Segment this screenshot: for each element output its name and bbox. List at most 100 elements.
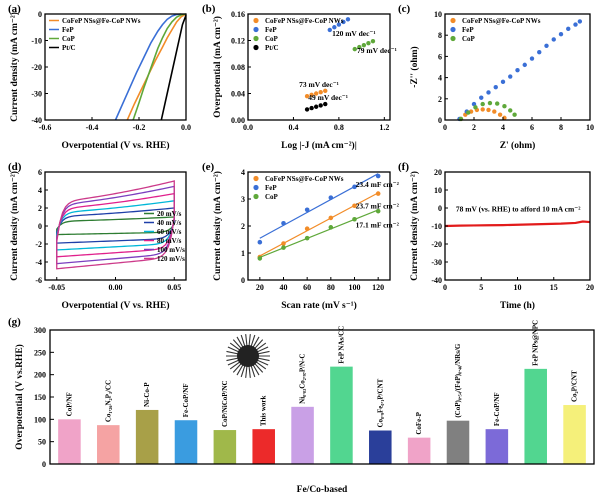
data-point bbox=[281, 241, 286, 246]
y-tick-label: 0 bbox=[438, 116, 442, 125]
legend-entry: CoFeP NSs@Fe-CoP NWs bbox=[265, 175, 344, 183]
data-point bbox=[473, 105, 478, 110]
data-point bbox=[304, 93, 310, 99]
legend-swatch bbox=[450, 26, 456, 33]
data-point bbox=[480, 107, 485, 112]
data-point bbox=[479, 95, 484, 100]
bar-label: FeP NAs/CC bbox=[337, 326, 345, 364]
data-point bbox=[352, 184, 357, 190]
panel-f: (f) Time (h) Current density (mA cm⁻²) 0 5 10… bbox=[398, 161, 594, 311]
x-axis-label: Fe/Co-based bbox=[297, 485, 348, 495]
x-tick-label: 60 bbox=[303, 283, 311, 292]
y-tick-label: 150 bbox=[34, 393, 46, 402]
data-point bbox=[257, 256, 263, 261]
x-tick-label: 0 bbox=[443, 123, 447, 132]
legend-entry: Pt/C bbox=[62, 44, 76, 52]
data-point bbox=[313, 104, 319, 109]
panel-label: (d) bbox=[8, 161, 22, 173]
y-tick-label: 1 bbox=[241, 249, 245, 258]
bar bbox=[252, 429, 275, 464]
panel-e: (e) Scan rate (mV s⁻¹) Current density (mA… bbox=[202, 161, 400, 311]
bar bbox=[407, 437, 431, 464]
data-point bbox=[304, 235, 310, 241]
data-point bbox=[486, 90, 491, 95]
x-tick-label: 120 bbox=[372, 283, 384, 292]
plot-frame bbox=[49, 329, 595, 465]
slope-annotation: 79 mV dec⁻¹ bbox=[357, 46, 397, 55]
legend-entry: 100 mV/s bbox=[157, 246, 185, 254]
fit-line bbox=[259, 173, 379, 239]
series-line bbox=[444, 220, 591, 228]
data-point bbox=[281, 221, 286, 226]
y-tick-label: 6 bbox=[438, 52, 442, 61]
x-tick-label: 10 bbox=[586, 123, 594, 132]
data-point bbox=[566, 26, 571, 32]
legend-swatch bbox=[450, 17, 456, 24]
y-axis-label: Current density (mA cm⁻²) bbox=[9, 171, 20, 281]
data-point bbox=[551, 37, 556, 42]
x-tick-label: -0.6 bbox=[39, 123, 52, 132]
panel-c: (c) Z' (ohm) -Z'' (ohm) 0 2 4 6 8 10 0 2 4 6 8 10 CoFeP… bbox=[398, 3, 594, 151]
bar-label: This work bbox=[260, 396, 268, 427]
bar bbox=[174, 420, 198, 464]
fit-line bbox=[259, 209, 379, 258]
data-point bbox=[341, 19, 346, 25]
data-point bbox=[352, 203, 357, 209]
y-axis-label: -Z'' (ohm) bbox=[409, 46, 420, 87]
legend-entry: CoFeP NSs@Fe-CoP NWs bbox=[462, 17, 541, 25]
legend-entry: 60 mV/s bbox=[157, 228, 182, 236]
bar-label: Co₁.₂₆N₂P₃/CC bbox=[104, 380, 112, 422]
bar-label: (CoP)₀.₅₄/(FeP)₀.₄₆/NRs/G bbox=[454, 343, 462, 418]
capacitance-annotation: 23.4 mF cm⁻² bbox=[356, 180, 400, 189]
data-point bbox=[497, 112, 503, 117]
x-axis-label: Scan rate (mV s⁻¹) bbox=[281, 300, 357, 311]
data-point bbox=[529, 56, 535, 61]
y-tick-label: 0 bbox=[438, 204, 442, 213]
data-point bbox=[304, 207, 310, 213]
data-point bbox=[492, 109, 497, 114]
legend-entry: CoP bbox=[265, 35, 279, 43]
data-point bbox=[357, 44, 362, 50]
y-tick-label: 20 bbox=[434, 168, 442, 177]
legend-entry: CoP bbox=[265, 193, 279, 201]
y-tick-label: 2 bbox=[438, 95, 442, 104]
series-line bbox=[126, 13, 187, 121]
legend-entry: CoP bbox=[62, 35, 76, 43]
y-tick-label: 0.04 bbox=[231, 90, 245, 99]
data-point bbox=[500, 79, 506, 85]
data-point bbox=[327, 27, 332, 33]
data-point bbox=[361, 42, 367, 48]
data-point bbox=[537, 49, 542, 55]
x-axis-label: Overpotential (V vs. RHE) bbox=[61, 300, 169, 311]
data-point bbox=[323, 88, 328, 94]
legend-entry: FeP bbox=[462, 26, 474, 34]
panel-g: CoP/NF Co₁.₂₆N₂P₃/CC Ni-Co-P Fe-CoP/NF CoP/N… bbox=[8, 316, 595, 495]
y-tick-label: -20 bbox=[31, 63, 42, 72]
data-point bbox=[480, 101, 485, 107]
y-tick-label: 8 bbox=[438, 31, 442, 40]
x-tick-label: 0.0 bbox=[243, 123, 253, 132]
bar-label: CoP/NF bbox=[65, 392, 73, 416]
panel-b: (b) Log |-J (mA cm⁻²)| Overpotential (mA c… bbox=[202, 3, 397, 151]
x-tick-label: -0.2 bbox=[133, 123, 146, 132]
legend-entry: 120 mV/s bbox=[157, 255, 185, 263]
legend-swatch bbox=[253, 35, 259, 42]
bar-label: FeP NPs@NPC bbox=[532, 320, 540, 366]
data-point bbox=[544, 43, 549, 48]
y-tick-label: 0.12 bbox=[231, 37, 245, 46]
x-tick-label: 4 bbox=[501, 123, 505, 132]
data-point bbox=[366, 40, 371, 46]
data-point bbox=[577, 19, 583, 24]
y-tick-label: 200 bbox=[34, 371, 46, 380]
data-point bbox=[515, 67, 520, 73]
y-axis-label: Current density (mA cm⁻²) bbox=[409, 171, 420, 281]
x-tick-label: 20 bbox=[586, 283, 594, 292]
capacitance-annotation: 17.1 mF cm⁻² bbox=[356, 220, 400, 229]
data-point bbox=[328, 215, 334, 221]
y-axis-label: Overpotential (mA cm⁻²) bbox=[212, 16, 223, 118]
data-point bbox=[309, 105, 314, 111]
y-tick-label: 0.00 bbox=[231, 116, 245, 125]
slope-annotation: 49 mV dec⁻¹ bbox=[308, 93, 348, 102]
bar-label: Fe-CoP/NF bbox=[493, 392, 501, 426]
bar bbox=[524, 368, 547, 464]
